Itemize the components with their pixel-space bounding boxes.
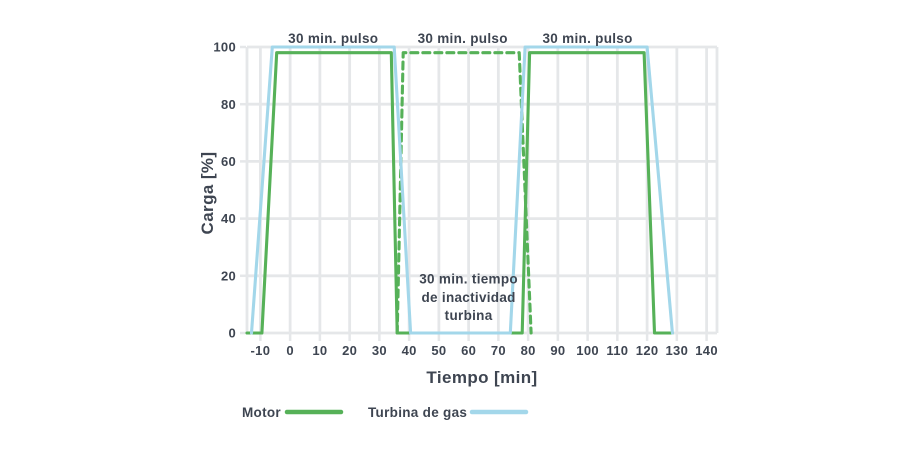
y-tick-label: 100 bbox=[213, 40, 236, 55]
legend-label-turbina: Turbina de gas bbox=[368, 405, 467, 420]
x-tick-label: 130 bbox=[666, 343, 689, 358]
x-tick-label: 90 bbox=[550, 343, 565, 358]
x-tick-label: 10 bbox=[312, 343, 327, 358]
x-tick-label: 40 bbox=[402, 343, 417, 358]
y-tick-label: 20 bbox=[221, 268, 236, 283]
x-tick-label: 70 bbox=[491, 343, 506, 358]
legend: Motor Turbina de gas bbox=[242, 405, 529, 420]
y-tick-label: 0 bbox=[228, 326, 236, 341]
annotations: 30 min. pulso 30 min. pulso 30 min. pulso 3… bbox=[288, 31, 633, 323]
x-tick-label: 0 bbox=[286, 343, 294, 358]
x-tick-label: 140 bbox=[695, 343, 718, 358]
annotation-pulse-label: 30 min. pulso bbox=[418, 31, 508, 46]
x-tick-label: 30 bbox=[372, 343, 387, 358]
y-tick-label: 60 bbox=[221, 154, 236, 169]
series-turbina-de-gas bbox=[249, 45, 674, 335]
annotation-pulse-label: 30 min. pulso bbox=[543, 31, 633, 46]
legend-label-motor: Motor bbox=[242, 405, 281, 420]
x-tick-label: -10 bbox=[251, 343, 271, 358]
y-tick-label: 40 bbox=[221, 211, 236, 226]
series-motor-dashed bbox=[395, 51, 533, 335]
annotation-pulse-label: 30 min. pulso bbox=[288, 31, 378, 46]
x-axis-title: Tiempo [min] bbox=[426, 368, 537, 387]
x-tick-label: 100 bbox=[576, 343, 599, 358]
x-tick-label: 20 bbox=[342, 343, 357, 358]
axis-ticks: -10 0 10 20 30 40 50 60 70 80 90 100 110 120 130 140 0 20… bbox=[213, 40, 717, 358]
x-tick-label: 60 bbox=[461, 343, 476, 358]
x-tick-label: 80 bbox=[521, 343, 536, 358]
series-lines bbox=[245, 45, 674, 335]
x-tick-label: 120 bbox=[636, 343, 659, 358]
y-axis-title: Carga [%] bbox=[198, 152, 217, 235]
annotation-turbine-downtime-line: turbina bbox=[445, 308, 493, 323]
x-tick-label: 50 bbox=[431, 343, 446, 358]
annotation-turbine-downtime-line: de inactividad bbox=[421, 290, 515, 305]
y-tick-label: 80 bbox=[221, 97, 236, 112]
x-tick-label: 110 bbox=[606, 343, 628, 358]
annotation-turbine-downtime-line: 30 min. tiempo bbox=[419, 271, 518, 286]
